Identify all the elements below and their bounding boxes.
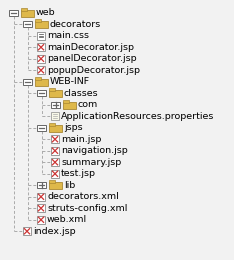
- Bar: [49, 180, 55, 183]
- Text: struts-config.xml: struts-config.xml: [47, 204, 127, 213]
- Bar: [37, 90, 46, 96]
- Text: WEB-INF: WEB-INF: [50, 77, 90, 86]
- Bar: [23, 21, 32, 27]
- Bar: [51, 158, 59, 166]
- Bar: [37, 32, 45, 40]
- Bar: [9, 10, 18, 16]
- Bar: [49, 88, 55, 91]
- Bar: [51, 112, 58, 120]
- Bar: [37, 55, 45, 63]
- Bar: [49, 182, 62, 189]
- Bar: [35, 19, 41, 22]
- Bar: [35, 79, 48, 86]
- Bar: [35, 77, 41, 80]
- Bar: [51, 170, 59, 178]
- Bar: [51, 102, 60, 108]
- Bar: [37, 43, 45, 51]
- Bar: [23, 227, 31, 235]
- Bar: [37, 125, 46, 131]
- Text: main.css: main.css: [47, 31, 89, 40]
- Text: classes: classes: [64, 89, 99, 98]
- Bar: [23, 79, 32, 85]
- Bar: [51, 147, 59, 155]
- Text: com: com: [78, 100, 98, 109]
- Bar: [37, 182, 46, 188]
- Text: popupDecorator.jsp: popupDecorator.jsp: [47, 66, 140, 75]
- Text: decorators.xml: decorators.xml: [47, 192, 119, 201]
- Text: web: web: [36, 8, 56, 17]
- Bar: [63, 100, 69, 103]
- Text: test.jsp: test.jsp: [61, 169, 96, 178]
- Bar: [51, 135, 59, 143]
- Bar: [37, 216, 45, 224]
- Bar: [49, 90, 62, 97]
- Text: lib: lib: [64, 181, 75, 190]
- Bar: [21, 8, 27, 11]
- Text: index.jsp: index.jsp: [33, 227, 76, 236]
- Bar: [35, 21, 48, 28]
- Bar: [63, 102, 76, 109]
- Bar: [37, 204, 45, 212]
- Text: main.jsp: main.jsp: [61, 135, 101, 144]
- Bar: [37, 66, 45, 74]
- Text: web.xml: web.xml: [47, 215, 87, 224]
- Text: summary.jsp: summary.jsp: [61, 158, 121, 167]
- Text: decorators: decorators: [50, 20, 101, 29]
- Bar: [49, 123, 55, 126]
- Text: ApplicationResources.properties: ApplicationResources.properties: [61, 112, 214, 121]
- Text: panelDecorator.jsp: panelDecorator.jsp: [47, 54, 137, 63]
- Text: mainDecorator.jsp: mainDecorator.jsp: [47, 43, 134, 52]
- Bar: [37, 193, 45, 201]
- Bar: [49, 125, 62, 132]
- Text: navigation.jsp: navigation.jsp: [61, 146, 128, 155]
- Bar: [21, 10, 34, 17]
- Text: jsps: jsps: [64, 123, 83, 132]
